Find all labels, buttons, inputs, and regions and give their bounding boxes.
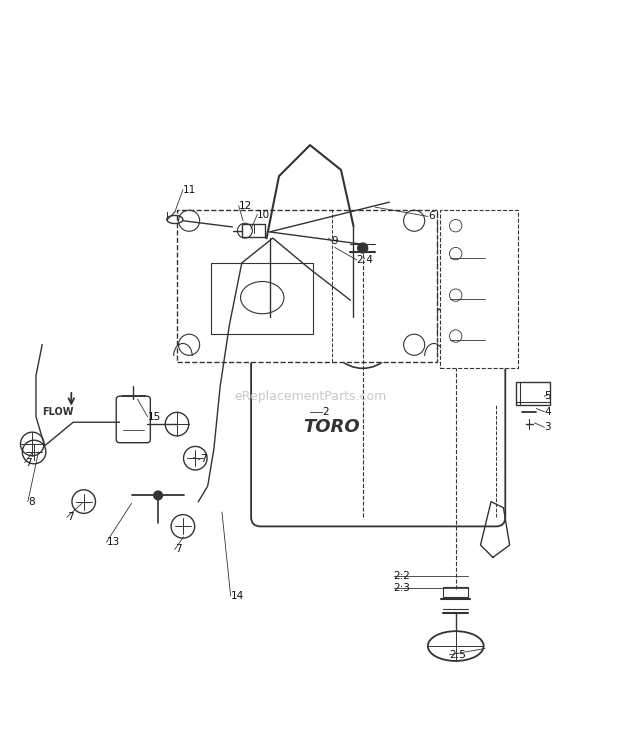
Text: 7: 7 xyxy=(200,455,206,464)
Text: 2:2: 2:2 xyxy=(394,571,410,581)
Bar xyxy=(440,210,518,369)
Circle shape xyxy=(358,243,368,253)
Bar xyxy=(443,587,468,597)
Text: 10: 10 xyxy=(257,210,270,219)
Text: 15: 15 xyxy=(148,412,161,422)
Text: 7: 7 xyxy=(175,545,182,554)
Text: 2:5: 2:5 xyxy=(450,649,466,660)
Bar xyxy=(177,210,437,362)
Text: 7: 7 xyxy=(67,512,74,522)
Bar xyxy=(516,382,550,405)
FancyBboxPatch shape xyxy=(117,396,150,443)
Text: 8: 8 xyxy=(28,497,35,506)
Text: 7: 7 xyxy=(25,458,32,467)
Text: 13: 13 xyxy=(107,537,120,547)
Text: 5: 5 xyxy=(544,391,551,401)
Text: 2:4: 2:4 xyxy=(356,255,373,265)
Text: 4: 4 xyxy=(544,407,551,416)
Bar xyxy=(211,263,313,334)
Text: eReplacementParts.com: eReplacementParts.com xyxy=(234,389,386,403)
Text: 11: 11 xyxy=(183,185,196,195)
FancyBboxPatch shape xyxy=(251,309,505,527)
Text: 2: 2 xyxy=(322,407,329,416)
Text: TORO: TORO xyxy=(303,418,360,436)
Text: 3: 3 xyxy=(544,422,551,432)
Text: 2:3: 2:3 xyxy=(394,583,410,593)
Text: 9: 9 xyxy=(332,236,339,246)
Circle shape xyxy=(154,491,162,500)
Bar xyxy=(242,225,265,237)
Text: 6: 6 xyxy=(428,211,435,222)
Text: FLOW: FLOW xyxy=(42,407,74,416)
Text: 14: 14 xyxy=(231,591,244,601)
Text: 12: 12 xyxy=(239,201,252,211)
